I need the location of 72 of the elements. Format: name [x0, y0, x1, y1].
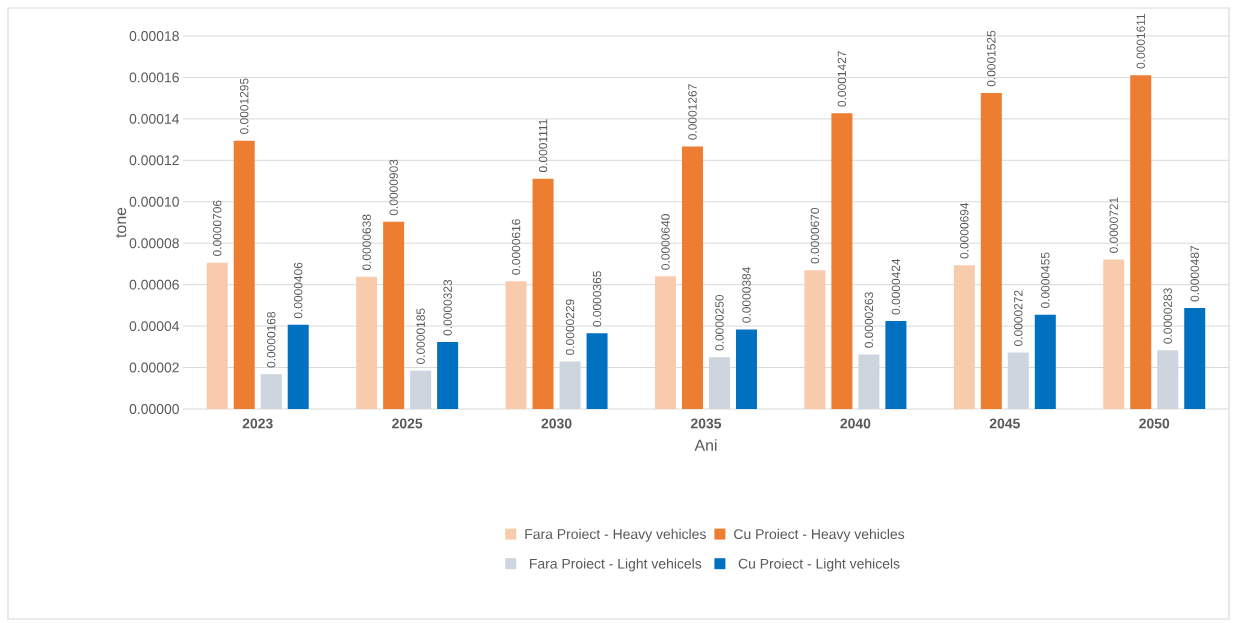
bar	[383, 221, 405, 409]
bar	[1184, 308, 1206, 409]
bar	[1034, 314, 1056, 409]
data-label: 0.0000384	[742, 267, 751, 323]
bar	[735, 329, 757, 409]
data-label: 0.0000455	[1041, 252, 1050, 309]
bar	[532, 178, 554, 409]
x-tick-label: 2050	[1139, 418, 1170, 429]
data-label: 0.0001525	[987, 30, 996, 87]
bar	[804, 270, 826, 409]
x-tick-label: 2040	[840, 418, 871, 429]
bar	[437, 342, 459, 409]
data-label: 0.0000168	[266, 311, 276, 368]
data-label: 0.0000185	[416, 308, 425, 364]
y-tick-label: 0.00004	[129, 321, 180, 332]
data-label: 0.0000616	[511, 219, 521, 275]
data-label: 0.0000694	[960, 202, 969, 259]
y-tick-label: 0.00002	[129, 362, 179, 373]
data-label: 0.0000487	[1190, 245, 1199, 302]
y-tick-label: 0.00008	[129, 238, 179, 249]
data-label: 0.0000272	[1014, 290, 1023, 346]
data-label: 0.0001111	[538, 119, 548, 173]
bar	[505, 281, 527, 409]
data-label: 0.0000283	[1163, 288, 1172, 344]
x-tick-label: 2025	[392, 418, 423, 429]
data-label: 0.0000670	[810, 207, 820, 264]
y-tick-label: 0.00018	[129, 31, 179, 41]
data-label: 0.0000406	[293, 262, 303, 319]
x-tick-label: 2030	[541, 418, 572, 429]
bar	[681, 146, 703, 409]
bar	[953, 265, 975, 409]
data-label: 0.0000250	[715, 294, 724, 351]
y-tick-label: 0.00006	[129, 279, 179, 290]
x-tick-label: 2045	[989, 418, 1020, 429]
data-label: 0.0001611	[1136, 13, 1145, 69]
bar	[586, 333, 608, 409]
y-axis-title: tone	[115, 207, 127, 238]
bar	[287, 324, 309, 409]
legend-label: Cu Proiect - Heavy vehicles	[734, 528, 905, 542]
y-tick-label: 0.00010	[129, 196, 179, 207]
data-label: 0.0000706	[212, 200, 222, 257]
y-tick-label: 0.00016	[129, 72, 179, 83]
data-label: 0.0000638	[362, 214, 371, 271]
bar	[980, 92, 1002, 409]
y-tick-label: 0.00000	[129, 404, 179, 414]
data-label: 0.0000903	[389, 159, 398, 216]
bar	[233, 140, 255, 409]
bar	[1130, 75, 1152, 409]
data-label: 0.0000365	[592, 271, 602, 327]
x-tick-label: 2023	[242, 418, 273, 429]
x-tick-label: 2035	[690, 418, 722, 429]
data-label: 0.0000229	[565, 299, 575, 355]
legend-label: Fara Proiect - Heavy vehicles	[525, 528, 706, 542]
y-tick-label: 0.00014	[129, 113, 180, 124]
legend-label: Cu Proiect - Light vehicels	[738, 558, 900, 572]
bar	[654, 276, 676, 409]
x-axis-title: Ani	[694, 439, 717, 451]
bar	[1103, 259, 1125, 409]
bar	[885, 321, 907, 409]
data-label: 0.0000721	[1109, 197, 1118, 253]
data-label: 0.0000263	[864, 292, 874, 348]
legend-label: Fara Proiect - Light vehicels	[530, 558, 702, 572]
bar	[206, 262, 228, 409]
data-label: 0.0000640	[661, 214, 670, 270]
data-label: 0.0000323	[443, 279, 452, 336]
data-label: 0.0000424	[891, 258, 901, 315]
data-label: 0.0001427	[837, 51, 847, 107]
y-tick-label: 0.00012	[129, 155, 179, 166]
data-label: 0.0001267	[688, 84, 697, 140]
data-label: 0.0001295	[239, 78, 249, 134]
bar	[831, 113, 853, 409]
bar	[356, 276, 378, 409]
